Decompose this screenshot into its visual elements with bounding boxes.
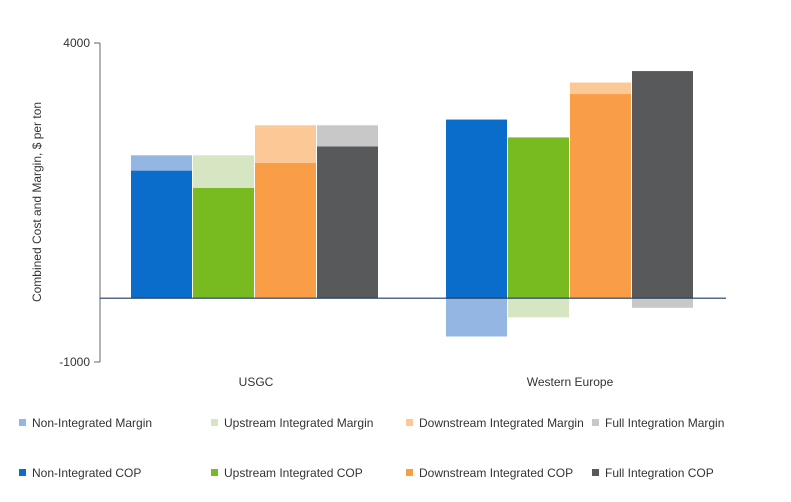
- bar-full-integration-cop-western-europe: [632, 71, 693, 299]
- y-ticks: 4000 -1000: [59, 36, 100, 369]
- legend-swatch-cop: [406, 469, 413, 476]
- bar-non-integrated-margin-western-europe: [446, 298, 507, 337]
- bar-upstream-integrated-margin-usgc: [193, 155, 254, 188]
- legend-label-cop: Downstream Integrated COP: [419, 466, 573, 480]
- category-label: USGC: [239, 375, 274, 389]
- legend-label-cop: Full Integration COP: [605, 466, 714, 480]
- legend-label-margin: Full Integration Margin: [605, 416, 724, 430]
- y-tick-label: -1000: [59, 355, 90, 369]
- bar-full-integration-margin-western-europe: [632, 298, 693, 308]
- y-axis-label: Combined Cost and Margin, $ per ton: [30, 102, 44, 302]
- legend-label-cop: Non-Integrated COP: [32, 466, 141, 480]
- legend-label-margin: Upstream Integrated Margin: [224, 416, 373, 430]
- legend-swatch-margin: [19, 419, 26, 426]
- bar-downstream-integrated-margin-usgc: [255, 125, 316, 163]
- legend-label-margin: Non-Integrated Margin: [32, 416, 152, 430]
- legend-swatch-margin: [406, 419, 413, 426]
- legend-swatch-cop: [19, 469, 26, 476]
- legend-swatch-margin: [211, 419, 218, 426]
- legend-swatch-margin: [592, 419, 599, 426]
- category-label: Western Europe: [527, 375, 614, 389]
- bar-upstream-integrated-cop-western-europe: [508, 137, 569, 299]
- bars-group: [131, 71, 693, 337]
- legend-swatch-cop: [211, 469, 218, 476]
- bar-downstream-integrated-margin-western-europe: [570, 82, 631, 95]
- legend-label-cop: Upstream Integrated COP: [224, 466, 363, 480]
- bar-full-integration-cop-usgc: [317, 146, 378, 299]
- y-tick-label: 4000: [63, 36, 90, 50]
- bar-downstream-integrated-cop-western-europe: [570, 94, 631, 299]
- category-labels: USGC Western Europe: [239, 375, 614, 389]
- bar-non-integrated-cop-usgc: [131, 170, 192, 299]
- bar-non-integrated-margin-usgc: [131, 155, 192, 171]
- bar-non-integrated-cop-western-europe: [446, 119, 507, 299]
- legend-label-margin: Downstream Integrated Margin: [419, 416, 584, 430]
- bar-downstream-integrated-cop-usgc: [255, 162, 316, 299]
- bar-upstream-integrated-margin-western-europe: [508, 298, 569, 318]
- legend-swatch-cop: [592, 469, 599, 476]
- bar-full-integration-margin-usgc: [317, 125, 378, 147]
- legend: Non-Integrated Margin Non-Integrated COP U…: [19, 416, 724, 480]
- bar-upstream-integrated-cop-usgc: [193, 187, 254, 299]
